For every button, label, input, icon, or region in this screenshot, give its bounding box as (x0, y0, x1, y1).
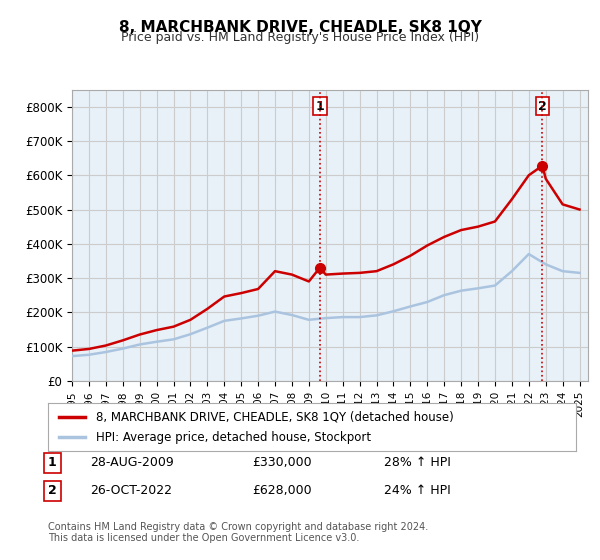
Text: £628,000: £628,000 (252, 484, 311, 497)
Text: 28% ↑ HPI: 28% ↑ HPI (384, 456, 451, 469)
Text: HPI: Average price, detached house, Stockport: HPI: Average price, detached house, Stoc… (95, 431, 371, 444)
Text: 24% ↑ HPI: 24% ↑ HPI (384, 484, 451, 497)
Text: Price paid vs. HM Land Registry's House Price Index (HPI): Price paid vs. HM Land Registry's House … (121, 31, 479, 44)
Text: Contains HM Land Registry data © Crown copyright and database right 2024.: Contains HM Land Registry data © Crown c… (48, 522, 428, 532)
Text: £330,000: £330,000 (252, 456, 311, 469)
Text: 1: 1 (48, 456, 57, 469)
Text: 28-AUG-2009: 28-AUG-2009 (90, 456, 174, 469)
Text: 2: 2 (538, 100, 547, 113)
Text: 8, MARCHBANK DRIVE, CHEADLE, SK8 1QY: 8, MARCHBANK DRIVE, CHEADLE, SK8 1QY (119, 20, 481, 35)
Text: This data is licensed under the Open Government Licence v3.0.: This data is licensed under the Open Gov… (48, 533, 359, 543)
Text: 1: 1 (316, 100, 324, 113)
Text: 2: 2 (48, 484, 57, 497)
Text: 8, MARCHBANK DRIVE, CHEADLE, SK8 1QY (detached house): 8, MARCHBANK DRIVE, CHEADLE, SK8 1QY (de… (95, 410, 453, 423)
Text: 26-OCT-2022: 26-OCT-2022 (90, 484, 172, 497)
